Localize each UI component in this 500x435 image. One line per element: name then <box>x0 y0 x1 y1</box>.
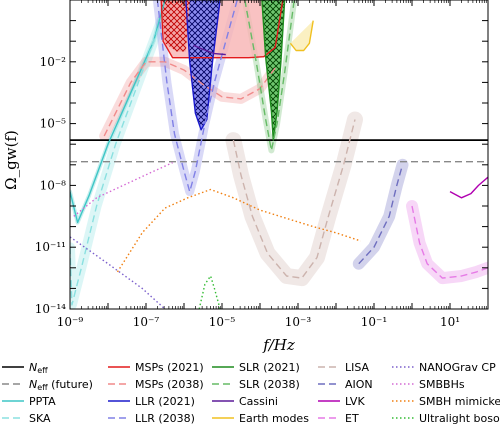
series-line-lisa <box>232 119 356 279</box>
legend-item-aion: AION <box>318 378 373 391</box>
x-tick-label: 10¹ <box>440 315 460 329</box>
band-et <box>406 200 488 285</box>
x-tick-label: 10⁻³ <box>285 315 312 329</box>
band-llr-2038- <box>152 0 242 197</box>
legend-item-llr-2021-: LLR (2021) <box>108 395 195 408</box>
band-aion <box>352 158 409 270</box>
series-line-et <box>411 205 488 279</box>
series-line-earth-modes <box>289 20 314 52</box>
legend-item-nanograv-cp: NANOGrav CP <box>392 361 496 374</box>
legend-label: AION <box>345 378 373 391</box>
legend-item-cassini: Cassini <box>212 395 278 408</box>
y-tick-label: 10⁻¹¹ <box>35 240 66 254</box>
y-tick-label: 10⁻⁵ <box>40 117 67 131</box>
x-axis-label: f/Hz <box>262 336 295 354</box>
legend-item-lisa: LISA <box>318 361 370 374</box>
legend-label: Neff (future) <box>29 378 93 392</box>
series-line-ska <box>70 20 162 306</box>
legend-label: LLR (2021) <box>135 395 195 408</box>
legend-item-msps-2021-: MSPs (2021) <box>108 361 204 374</box>
legend-item-msps-2038-: MSPs (2038) <box>108 378 204 391</box>
legend-item-lvk: LVK <box>318 395 365 408</box>
legend-label: NANOGrav CP <box>419 361 496 374</box>
band-lisa <box>225 111 363 287</box>
y-tick-label: 10⁻¹⁴ <box>35 302 66 316</box>
series-line-smbh-mimickers <box>116 188 361 273</box>
legend-item-smbbhs: SMBBHs <box>392 378 465 391</box>
legend-label: LLR (2038) <box>135 412 195 425</box>
legend-item-et: ET <box>318 412 359 425</box>
series-line-msps-2038- <box>103 61 276 137</box>
legend-label: Ultralight bosons <box>419 412 500 425</box>
legend-item-n-eff-future-: Neff (future) <box>2 378 93 392</box>
legend-label: Earth modes <box>239 412 309 425</box>
series-line-llr-2021- <box>185 0 221 131</box>
series-line-slr-2038- <box>244 0 295 152</box>
series-line-nanograv-cp <box>70 236 166 309</box>
legend-item-ultralight-bosons: Ultralight bosons <box>392 412 500 425</box>
legend-label: LVK <box>345 395 365 408</box>
legend-label: PPTA <box>29 395 56 408</box>
legend-item-smbh-mimickers: SMBH mimickers <box>392 395 500 408</box>
legend-label: Neff <box>29 361 48 375</box>
y-tick-label: 10⁻⁸ <box>40 178 67 192</box>
y-axis-label: Ω_gw(f) <box>2 130 20 190</box>
series-line-msps-2021- <box>160 0 284 59</box>
legend-label: ET <box>345 412 359 425</box>
legend-label: SKA <box>29 412 51 425</box>
legend-label: Cassini <box>239 395 278 408</box>
series-line-smbbhs <box>73 162 173 217</box>
y-tick-label: 10⁻² <box>40 55 67 69</box>
legend-label: SLR (2021) <box>239 361 300 374</box>
region-msps-hatched <box>161 0 190 52</box>
series-line-aion <box>358 164 404 265</box>
legend-item-ppta: PPTA <box>2 395 56 408</box>
legend-label: MSPs (2038) <box>135 378 204 391</box>
legend-label: SMBH mimickers <box>419 395 500 408</box>
plot-frame <box>69 0 489 310</box>
legend-item-slr-2021-: SLR (2021) <box>212 361 300 374</box>
x-tick-label: 10⁻⁷ <box>133 315 160 329</box>
series-line-lvk <box>449 176 488 199</box>
series-line-cassini <box>193 44 226 56</box>
y-axis-ticks: 10⁻¹⁴ 10⁻¹¹ 10⁻⁸ 10⁻⁵ 10⁻² <box>35 0 488 316</box>
x-axis-ticks: 10⁻⁹ 10⁻⁷ 10⁻⁵ 10⁻³ 10⁻¹ 10¹ <box>57 0 489 329</box>
series-line-slr-2021- <box>261 0 286 141</box>
region-llr-2021- <box>185 0 221 130</box>
legend-item-n-eff: Neff <box>2 361 48 375</box>
legend-label: MSPs (2021) <box>135 361 204 374</box>
legend-label: LISA <box>345 361 370 374</box>
x-tick-label: 10⁻⁵ <box>209 315 236 329</box>
sensitivity-bands <box>70 0 488 309</box>
legend: Neff Neff (future) PPTA SKA MSPs (2021) MSPs … <box>2 361 500 425</box>
legend-item-ska: SKA <box>2 412 51 425</box>
legend-item-earth-modes: Earth modes <box>212 412 309 425</box>
legend-item-llr-2038-: LLR (2038) <box>108 412 195 425</box>
x-tick-label: 10⁻⁹ <box>57 315 84 329</box>
legend-label: SLR (2038) <box>239 378 300 391</box>
region-earth-modes <box>290 20 314 51</box>
legend-label: SMBBHs <box>419 378 465 391</box>
legend-item-slr-2038-: SLR (2038) <box>212 378 300 391</box>
series-lines <box>70 0 488 309</box>
x-tick-label: 10⁻¹ <box>361 315 387 329</box>
series-line-ultralight-bosons <box>198 275 221 309</box>
